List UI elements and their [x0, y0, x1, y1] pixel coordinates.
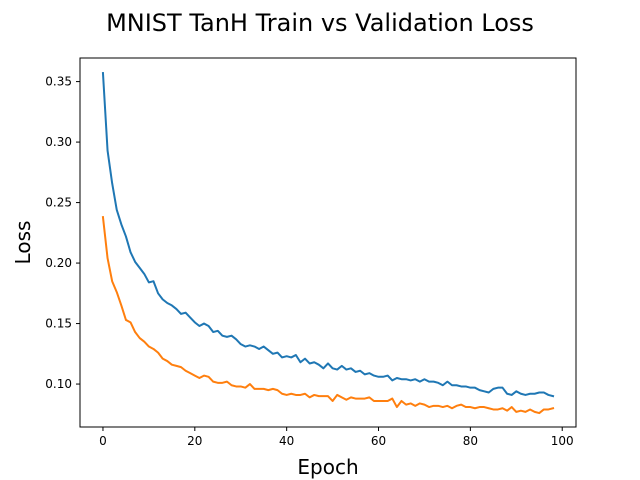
- y-tick-label: 0.30: [45, 135, 72, 149]
- y-axis-label: Loss: [11, 221, 35, 265]
- x-tick-label: 80: [463, 434, 478, 448]
- x-tick-label: 60: [371, 434, 386, 448]
- x-tick-label: 100: [551, 434, 574, 448]
- y-tick-label: 0.35: [45, 75, 72, 89]
- y-tick-label: 0.20: [45, 256, 72, 270]
- x-tick-label: 0: [99, 434, 107, 448]
- train-loss-line: [101, 72, 555, 398]
- x-tick-label: 40: [279, 434, 294, 448]
- x-axis-label: Epoch: [297, 455, 358, 479]
- validation-loss-line: [101, 215, 555, 415]
- y-tick-label: 0.15: [45, 317, 72, 331]
- plot-frame: [79, 57, 577, 428]
- y-tick-label: 0.10: [45, 377, 72, 391]
- axis-ticks: 0 20 40 60 80 100 0.10 0.15 0.20 0.25 0.30 0.35: [45, 75, 573, 448]
- x-tick-label: 20: [187, 434, 202, 448]
- chart-title: MNIST TanH Train vs Validation Loss: [106, 9, 534, 37]
- y-tick-label: 0.25: [45, 196, 72, 210]
- series-lines: [101, 72, 555, 415]
